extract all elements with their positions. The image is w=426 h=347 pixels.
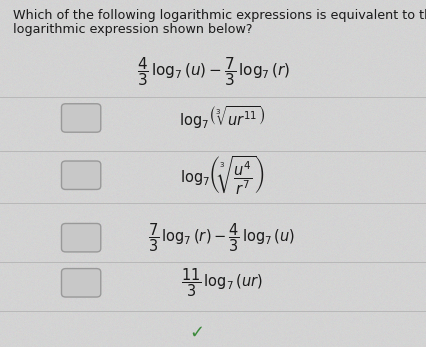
Text: $\checkmark$: $\checkmark$ xyxy=(189,322,203,340)
Text: Which of the following logarithmic expressions is equivalent to the: Which of the following logarithmic expre… xyxy=(13,9,426,22)
Text: logarithmic expression shown below?: logarithmic expression shown below? xyxy=(13,23,252,35)
FancyBboxPatch shape xyxy=(61,161,101,189)
Text: $\dfrac{4}{3}\,\log_7(u) - \dfrac{7}{3}\,\log_7(r)$: $\dfrac{4}{3}\,\log_7(u) - \dfrac{7}{3}\… xyxy=(136,55,290,87)
Text: $\log_7\!\left(\sqrt[3]{ur^{11}}\right)$: $\log_7\!\left(\sqrt[3]{ur^{11}}\right)$ xyxy=(178,104,265,132)
FancyBboxPatch shape xyxy=(61,269,101,297)
FancyBboxPatch shape xyxy=(61,104,101,132)
Text: $\dfrac{11}{3}\,\log_7(ur)$: $\dfrac{11}{3}\,\log_7(ur)$ xyxy=(181,266,262,299)
Text: $\log_7\!\left(\sqrt[3]{\dfrac{u^4}{r^7}}\right)$: $\log_7\!\left(\sqrt[3]{\dfrac{u^4}{r^7}… xyxy=(179,154,264,197)
FancyBboxPatch shape xyxy=(61,223,101,252)
Text: $\dfrac{7}{3}\,\log_7(r) - \dfrac{4}{3}\,\log_7(u)$: $\dfrac{7}{3}\,\log_7(r) - \dfrac{4}{3}\… xyxy=(148,221,295,254)
